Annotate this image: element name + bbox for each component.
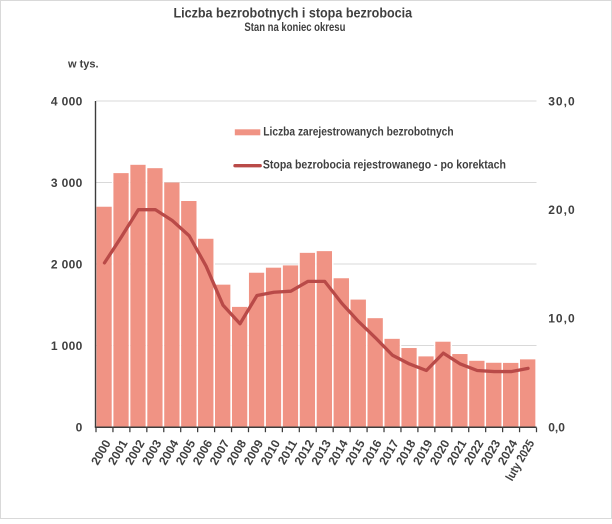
svg-text:20,0: 20,0 bbox=[548, 203, 575, 217]
svg-text:w tys.: w tys. bbox=[67, 59, 99, 71]
svg-text:10,0: 10,0 bbox=[548, 312, 575, 326]
svg-text:2 000: 2 000 bbox=[51, 257, 83, 271]
svg-text:3 000: 3 000 bbox=[51, 176, 83, 190]
svg-text:4 000: 4 000 bbox=[51, 94, 83, 108]
svg-text:Liczba zarejestrowanych bezrob: Liczba zarejestrowanych bezrobotnych bbox=[263, 125, 453, 139]
svg-text:Stan na koniec okresu: Stan na koniec okresu bbox=[244, 22, 345, 34]
svg-text:Stopa bezrobocia rejestrowaneg: Stopa bezrobocia rejestrowanego - po kor… bbox=[263, 158, 506, 172]
svg-text:0: 0 bbox=[76, 420, 83, 434]
svg-text:Liczba bezrobotnych i stopa be: Liczba bezrobotnych i stopa bezrobocia bbox=[173, 4, 412, 20]
svg-text:0,0: 0,0 bbox=[548, 420, 565, 434]
svg-text:30,0: 30,0 bbox=[548, 94, 575, 108]
svg-text:1 000: 1 000 bbox=[51, 339, 83, 353]
